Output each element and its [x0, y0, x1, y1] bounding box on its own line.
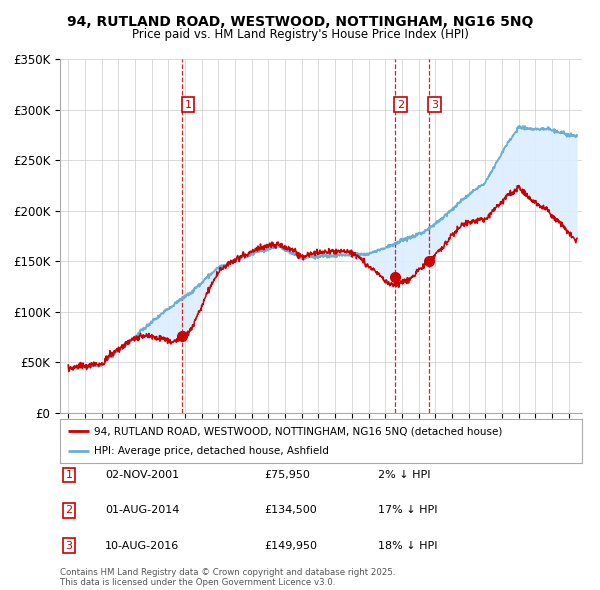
Text: Price paid vs. HM Land Registry's House Price Index (HPI): Price paid vs. HM Land Registry's House … — [131, 28, 469, 41]
Text: £75,950: £75,950 — [264, 470, 310, 480]
Text: 94, RUTLAND ROAD, WESTWOOD, NOTTINGHAM, NG16 5NQ: 94, RUTLAND ROAD, WESTWOOD, NOTTINGHAM, … — [67, 15, 533, 29]
Text: 1: 1 — [184, 100, 191, 110]
Text: Contains HM Land Registry data © Crown copyright and database right 2025.
This d: Contains HM Land Registry data © Crown c… — [60, 568, 395, 587]
Text: 2: 2 — [397, 100, 404, 110]
Text: 94, RUTLAND ROAD, WESTWOOD, NOTTINGHAM, NG16 5NQ (detached house): 94, RUTLAND ROAD, WESTWOOD, NOTTINGHAM, … — [94, 427, 502, 436]
Text: 2% ↓ HPI: 2% ↓ HPI — [378, 470, 431, 480]
Text: £149,950: £149,950 — [264, 541, 317, 550]
Text: 17% ↓ HPI: 17% ↓ HPI — [378, 506, 437, 515]
Text: 01-AUG-2014: 01-AUG-2014 — [105, 506, 179, 515]
Text: 18% ↓ HPI: 18% ↓ HPI — [378, 541, 437, 550]
Text: 3: 3 — [65, 541, 73, 550]
Text: £134,500: £134,500 — [264, 506, 317, 515]
Text: 3: 3 — [431, 100, 438, 110]
Text: 2: 2 — [65, 506, 73, 515]
Text: 02-NOV-2001: 02-NOV-2001 — [105, 470, 179, 480]
Text: 10-AUG-2016: 10-AUG-2016 — [105, 541, 179, 550]
Text: 1: 1 — [65, 470, 73, 480]
Text: HPI: Average price, detached house, Ashfield: HPI: Average price, detached house, Ashf… — [94, 446, 329, 455]
